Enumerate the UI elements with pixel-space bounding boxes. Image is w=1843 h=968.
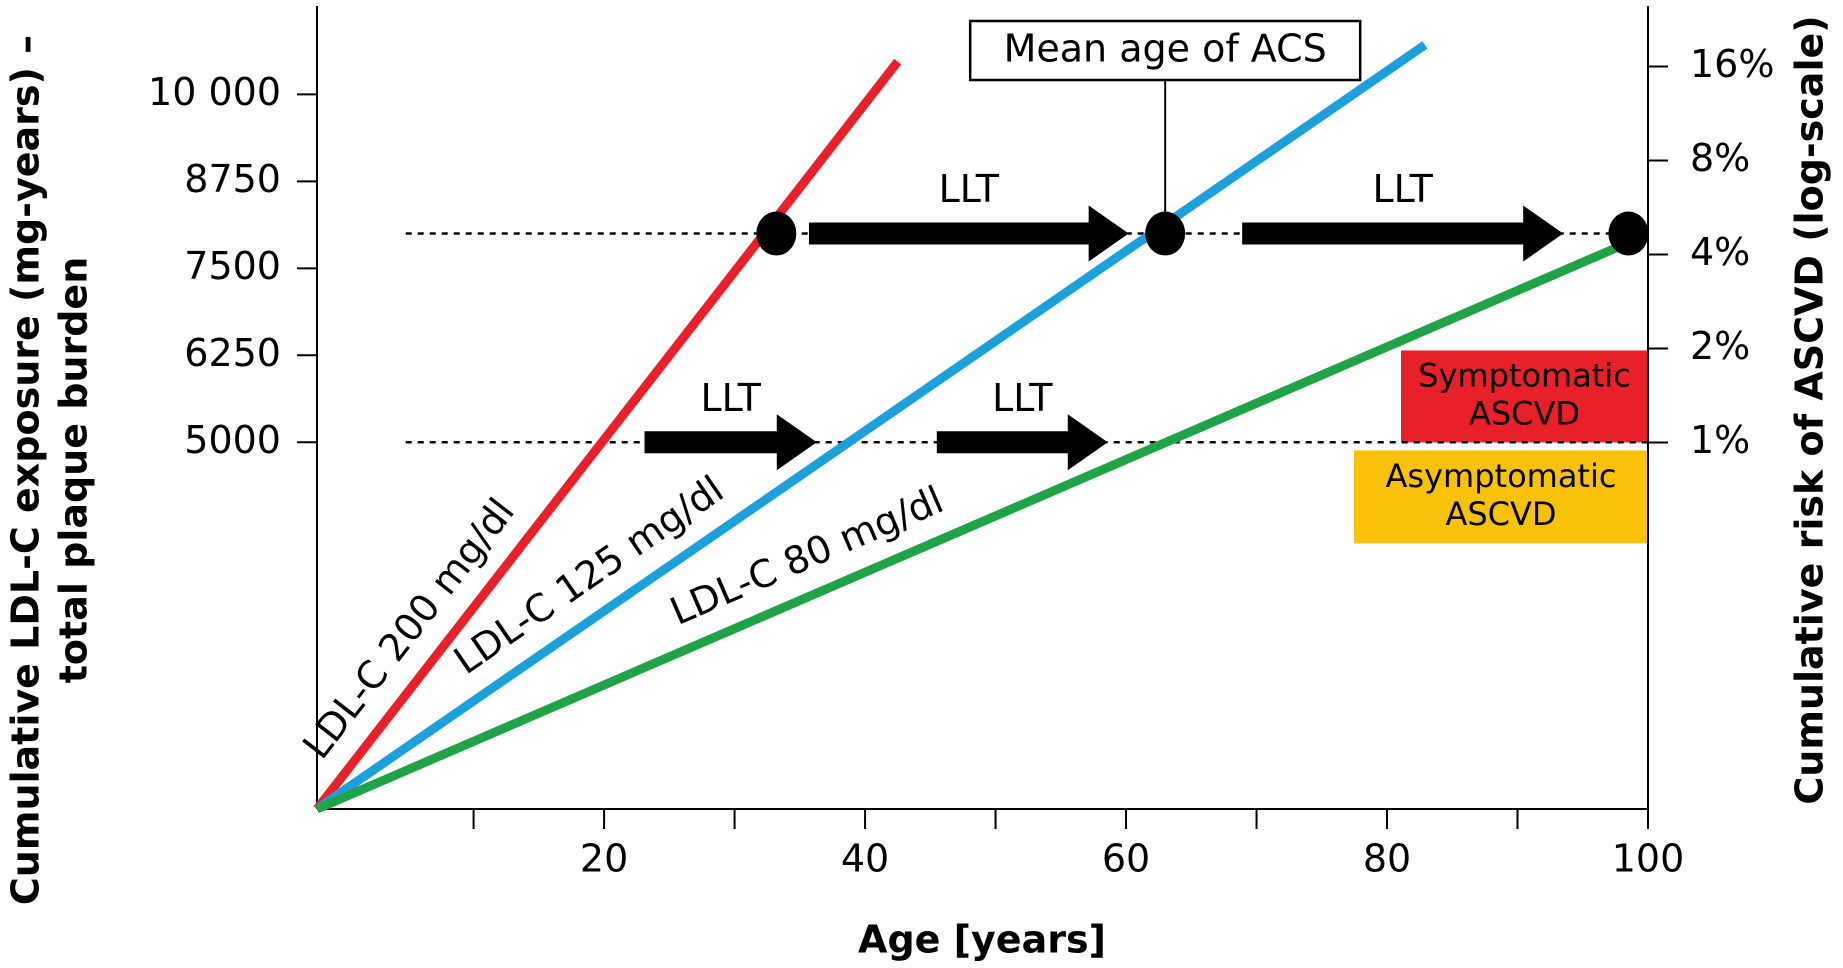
event-point [1608, 211, 1649, 256]
y2-axis-title: Cumulative risk of ASCVD (log-scale) [1788, 15, 1832, 804]
data-line [315, 238, 1631, 814]
x-tick-label: 40 [841, 837, 889, 881]
y-tick-label: 5000 [184, 418, 281, 462]
zone-box [1401, 350, 1648, 443]
x-axis-title: Age [years] [858, 918, 1106, 962]
zone-label: ASCVD [1445, 495, 1556, 533]
x-tick-label: 80 [1363, 837, 1411, 881]
y-tick-label: 8750 [184, 157, 281, 201]
y-axis-title: Cumulative LDL-C exposure (mg-years) – [4, 35, 48, 905]
llt-label: LLT [1373, 167, 1434, 211]
y2-tick-label: 16% [1690, 42, 1774, 86]
zone-label: Asymptomatic [1386, 457, 1617, 495]
event-point [1145, 211, 1186, 256]
zone-label: Symptomatic [1418, 356, 1631, 394]
y2-tick-label: 1% [1690, 418, 1750, 462]
y2-tick-label: 4% [1690, 230, 1750, 274]
x-tick-label: 60 [1102, 837, 1150, 881]
x-tick-label: 100 [1612, 837, 1685, 881]
data-line [313, 58, 902, 812]
y-tick-label: 7500 [184, 244, 281, 288]
llt-label: LLT [939, 167, 1000, 211]
zone-box [1354, 450, 1648, 544]
llt-arrow [1242, 205, 1564, 262]
y2-tick-label: 2% [1690, 324, 1750, 368]
event-point [756, 211, 797, 256]
zone-label: ASCVD [1469, 394, 1580, 432]
data-line [314, 41, 1428, 813]
llt-arrow [644, 414, 817, 471]
callout-box [968, 19, 1362, 82]
y-tick-label: 6250 [184, 331, 281, 375]
y-tick-label: 10 000 [148, 70, 281, 114]
llt-arrow [936, 414, 1108, 471]
llt-label: LLT [992, 376, 1053, 420]
callout-label: Mean age of ACS [1004, 27, 1327, 71]
x-tick-label: 20 [580, 837, 628, 881]
y2-tick-label: 8% [1690, 136, 1750, 180]
llt-arrow [808, 205, 1129, 262]
y-axis-title: total plaque burden [52, 257, 96, 683]
llt-label: LLT [700, 376, 761, 420]
